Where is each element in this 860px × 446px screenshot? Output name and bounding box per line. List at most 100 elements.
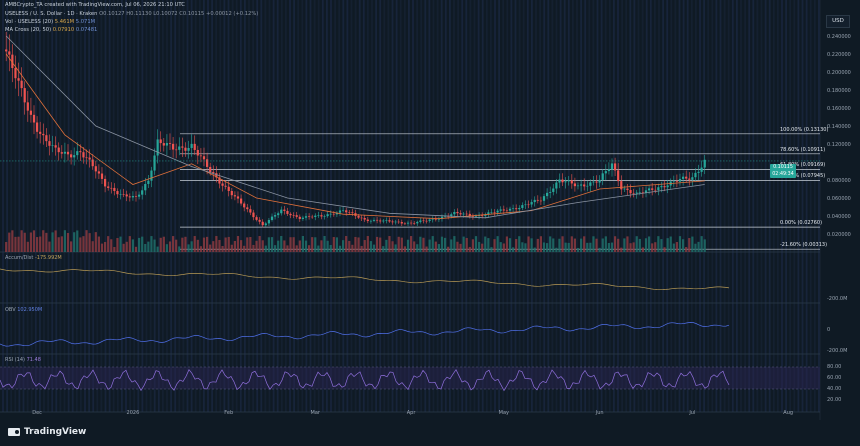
candle-body [345,210,348,213]
volume-bar [165,244,169,252]
candle-body [141,190,144,195]
price-axis-tick: 0.080000 [827,178,851,184]
candle-body [215,173,218,178]
candle-body [224,185,227,187]
symbol-legend[interactable]: USELESS / U. S. Dollar · 1D · Kraken O0.… [5,11,258,18]
candle-body [171,143,175,150]
candle-body [311,216,314,218]
fib-level-label: 50.00% (0.07945) [780,173,826,180]
price-axis-tick: 0.200000 [827,70,851,76]
candle-body [239,198,243,204]
candle-body [205,159,209,167]
volume-bar [669,236,672,252]
volume-bar [663,247,666,252]
obv-legend[interactable]: OBV 102.950M [5,307,42,313]
price-axis-tick: 0.120000 [827,142,851,148]
obv-axis-tick: -200.0M [827,348,847,354]
candle-body [598,179,601,183]
volume-bar [635,236,638,252]
volume-bar [255,240,258,252]
volume-bar [20,230,23,252]
price-axis-tick: 0.160000 [827,106,851,112]
candle-body [527,204,530,206]
candle-body [697,171,700,173]
fib-level-label: 100.00% (0.13130) [780,126,829,133]
candle-body [122,194,125,195]
volume-legend[interactable]: Vol · USELESS (20) 5.461M 5.071M [5,19,95,26]
candle-body [647,188,651,191]
volume-bar [298,240,301,252]
candle-body [326,214,329,217]
volume-bar [159,237,162,252]
volume-bar [505,236,509,252]
volume-bar [564,242,567,252]
accum-dist-legend[interactable]: Accum/Dist -175.992M [5,255,62,261]
volume-bar [406,239,410,252]
candle-body [632,193,635,194]
candle-body [363,218,366,220]
candle-body [348,212,351,213]
candle-body [32,114,36,123]
rsi-axis-tick: 20.00 [827,397,841,403]
volume-bar [227,236,230,252]
candle-body [267,220,271,224]
fib-level-label: -21.60% (0.00313) [780,242,828,249]
volume-bar [119,236,122,252]
volume-bar [672,243,675,252]
rsi-line [0,369,730,392]
candle-body [626,188,629,191]
candle-body [150,170,153,181]
volume-bar [63,230,67,252]
candle-body [583,184,586,187]
last-price-tag: 0.10115 02:49:34 [770,164,796,178]
volume-bar [471,239,475,252]
candle-body [434,219,437,220]
volume-bar [617,238,620,252]
candle-body [218,177,221,184]
volume-bar [678,236,682,252]
volume-bar [493,239,496,252]
volume-bar [60,236,63,252]
price-axis-tick: 0.140000 [827,124,851,130]
volume-bar [8,232,11,252]
candle-body [558,179,561,183]
tradingview-logo[interactable]: TradingView [8,427,86,437]
volume-bar [589,242,592,252]
candle-body [400,222,403,224]
volume-bar [345,236,348,252]
candle-body [545,192,549,197]
candle-body [409,222,413,224]
volume-bar [440,236,444,252]
volume-bar [292,237,295,252]
ma-cross-label: MA Cross (20, 50) [5,27,52,33]
candle-body [320,215,323,217]
volume-bar [515,239,518,252]
volume-bar [623,238,626,252]
candle-body [286,210,289,214]
candle-body [168,143,172,144]
accum-dist-axis-tick: -200.0M [827,296,847,302]
candle-body [289,213,292,216]
candle-body [193,143,196,150]
candle-body [236,196,240,199]
candle-body [199,155,203,157]
candle-body [499,209,502,211]
candle-body [26,102,29,111]
candle-body [465,213,468,215]
candle-body [536,199,539,201]
currency-button[interactable]: USD [826,15,850,28]
candle-body [666,185,669,188]
obv-label: OBV [5,307,16,313]
candle-body [644,190,648,193]
rsi-legend[interactable]: RSI (14) 71.48 [5,357,41,363]
candle-body [94,166,97,172]
candle-body [298,216,301,219]
volume-bar [258,236,261,252]
volume-bar [477,241,481,252]
candle-body [162,143,165,146]
volume-bar [267,237,271,252]
ma-cross-legend[interactable]: MA Cross (20, 50) 0.07910 0.07481 [5,27,97,34]
time-axis-tick: Aug [783,410,793,416]
volume-bar [598,247,601,252]
